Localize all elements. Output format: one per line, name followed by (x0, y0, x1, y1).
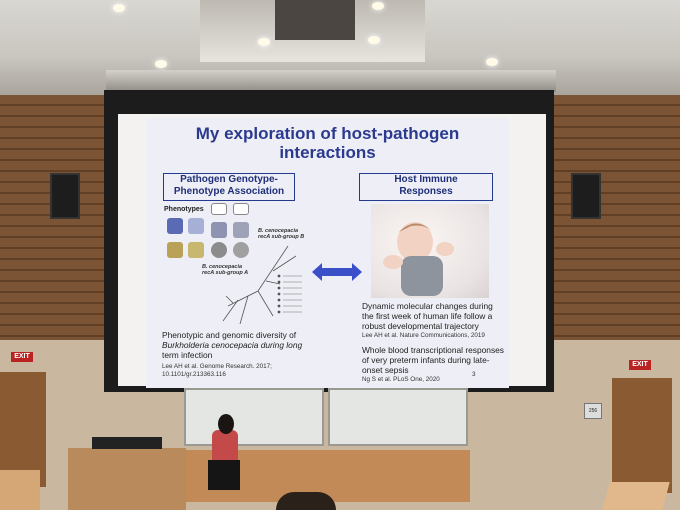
right-description-2: Whole blood transcriptional responses of… (362, 345, 507, 375)
door-right (612, 378, 672, 493)
audience-head (276, 492, 336, 510)
phenotype-graph (233, 203, 249, 215)
infant-photo (371, 204, 489, 298)
phenotype-image (167, 218, 183, 234)
ceiling-light (113, 4, 125, 12)
phenotype-image (188, 242, 204, 258)
right-citation-1: Lee AH et al. Nature Communications, 201… (362, 332, 485, 339)
slide-page-number: 3 (472, 371, 476, 378)
left-description-line2: Burkholderia cenocepacia during long (162, 340, 303, 350)
left-box-title-line1: Pathogen Genotype- (180, 174, 278, 185)
left-description-line3: term infection (162, 350, 213, 360)
left-citation-line1: Lee AH et al. Genome Research. 2017; (162, 363, 272, 370)
right-description-2-line3: onset sepsis (362, 365, 409, 375)
ceiling-light (155, 60, 167, 68)
projector-housing (106, 70, 556, 92)
left-citation-line2: 10.1101/gr.213363.116 (162, 371, 226, 378)
presenter-head (218, 414, 234, 434)
subgroup-b-label: B. cenocepacia recA sub-group B (258, 228, 305, 240)
slide-title-line1: My exploration of host-pathogen (195, 124, 460, 143)
ceiling-light (372, 2, 384, 10)
ceiling-light (368, 36, 380, 44)
phenotype-image (233, 242, 249, 258)
phenotype-image (188, 218, 204, 234)
laptop (92, 437, 162, 449)
right-description-2-line2: of very preterm infants during late- (362, 355, 490, 365)
slide-title: My exploration of host-pathogen interact… (146, 124, 509, 162)
whiteboard-left (184, 388, 324, 446)
wood-wall-left (0, 95, 120, 355)
left-box-title: Pathogen Genotype- Phenotype Association (163, 173, 295, 201)
ceiling-vent (275, 0, 355, 40)
speaker-left (50, 173, 80, 219)
right-description-1-line1: Dynamic molecular changes during (362, 301, 493, 311)
phenotype-image (211, 242, 227, 258)
phenotype-graph (211, 203, 227, 215)
left-description: Phenotypic and genomic diversity of Burk… (162, 330, 322, 360)
ceiling-light (486, 58, 498, 66)
ceiling-light (258, 38, 270, 46)
chair-right (602, 482, 670, 510)
left-description-line1: Phenotypic and genomic diversity of (162, 330, 297, 340)
phenotypes-label: Phenotypes (164, 206, 204, 213)
right-description-1-line3: robust developmental trajectory (362, 321, 479, 331)
room-number-sign: 256 (584, 403, 602, 419)
subgroup-a-label: B. cenocepacia recA sub-group A (202, 264, 249, 276)
right-description-2-line1: Whole blood transcriptional responses (362, 345, 504, 355)
wood-wall-right (545, 95, 680, 355)
phenotype-image (233, 222, 249, 238)
slide-title-line2: interactions (279, 143, 376, 162)
chair-left (0, 470, 40, 510)
exit-sign-right: EXIT (629, 360, 651, 370)
phylogenetic-tree (222, 245, 297, 325)
tree-legend (277, 274, 302, 314)
left-citation: Lee AH et al. Genome Research. 2017; 10.… (162, 363, 322, 379)
right-description-1-line2: the first week of human life follow a (362, 311, 493, 321)
door-left (0, 372, 46, 487)
right-box-title-line2: Responses (399, 186, 453, 197)
right-box-title-line1: Host Immune (394, 174, 458, 185)
right-citation-2: Ng S et al. PLoS One, 2020 (362, 376, 440, 383)
presenter-skirt (208, 460, 240, 490)
right-description-1: Dynamic molecular changes during the fir… (362, 301, 507, 331)
double-arrow-icon (312, 263, 362, 281)
whiteboard-right (328, 388, 468, 446)
left-box-title-line2: Phenotype Association (173, 186, 285, 197)
speaker-right (571, 173, 601, 219)
phenotype-image (211, 222, 227, 238)
phenotype-image (167, 242, 183, 258)
exit-sign-left: EXIT (11, 352, 33, 362)
right-box-title: Host Immune Responses (359, 173, 493, 201)
podium (68, 448, 186, 510)
